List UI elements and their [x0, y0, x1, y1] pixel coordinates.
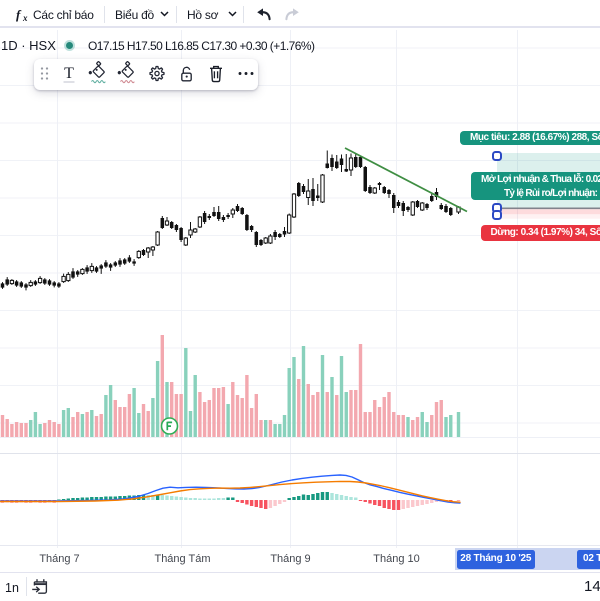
svg-text:T: T — [64, 65, 74, 82]
svg-text:f: f — [16, 7, 22, 22]
svg-text:x: x — [22, 13, 28, 22]
